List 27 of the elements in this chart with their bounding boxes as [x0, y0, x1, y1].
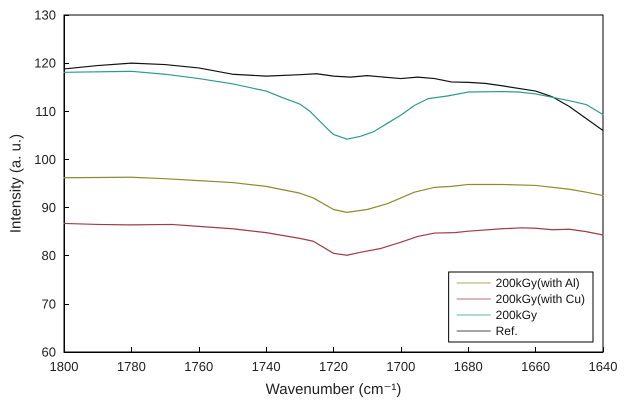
legend-label: 200kGy: [496, 308, 537, 322]
line-series: [63, 176, 604, 213]
x-tick-label: 1740: [252, 359, 281, 374]
x-tick-label: 1660: [521, 359, 550, 374]
x-tick-label: 1680: [454, 359, 483, 374]
x-tick-label: 1720: [319, 359, 348, 374]
y-tick-label: 90: [42, 200, 56, 216]
line-series: [63, 62, 604, 132]
x-tick-label: 1700: [386, 359, 416, 374]
x-tick-label: 1760: [184, 359, 214, 374]
y-tick-label: 70: [42, 296, 56, 312]
line-series: [63, 70, 604, 140]
y-tick-label: 110: [35, 104, 56, 119]
legend-label: Ref.: [496, 324, 518, 338]
legend-label: 200kGy(with Cu): [496, 292, 586, 306]
y-tick-label: 120: [34, 56, 56, 71]
y-tick-label: 100: [34, 152, 56, 167]
y-tick-label: 60: [42, 344, 56, 360]
y-tick-label: 130: [34, 8, 56, 22]
x-tick-label: 1640: [588, 359, 618, 374]
y-axis-title: Intensity (a. u.): [7, 134, 24, 234]
legend-label: 200kGy(with Al): [496, 276, 580, 290]
y-tick-label: 80: [42, 248, 56, 264]
x-tick-label: 1780: [116, 359, 146, 374]
x-tick-label: 1800: [50, 359, 78, 374]
x-axis-title: Wavenumber (cm⁻¹): [266, 381, 402, 398]
line-series: [63, 222, 604, 256]
